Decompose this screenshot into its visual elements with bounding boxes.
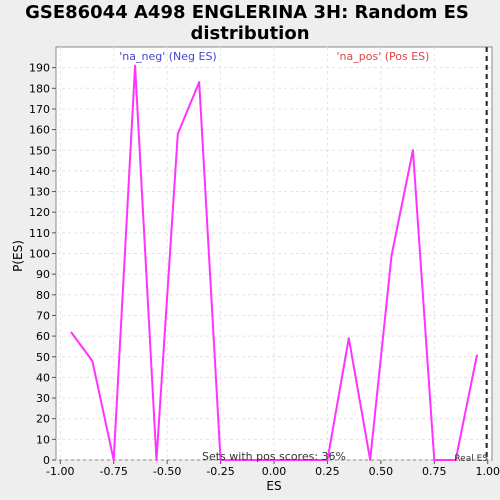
x-tick-label: 0.75 (422, 465, 447, 478)
y-tick-label: 170 (29, 103, 50, 116)
y-tick-label: 110 (29, 227, 50, 240)
x-axis-label: ES (266, 479, 281, 493)
chart-title-line2: distribution (190, 23, 309, 44)
y-tick-label: 10 (36, 433, 50, 446)
series-layer (70, 47, 488, 461)
x-tick-label: -0.50 (153, 465, 181, 478)
axes: 0 10 20 30 40 50 60 70 80 90 100 110 120 130 140 150 160… (29, 62, 500, 478)
y-tick-label: 100 (29, 248, 50, 261)
y-tick-label: 140 (29, 165, 50, 178)
real-es-label: Real ES (454, 454, 488, 464)
x-tick-label: 0.50 (369, 465, 394, 478)
y-tick-label: 70 (36, 309, 50, 322)
x-tick-label: -0.75 (99, 465, 127, 478)
chart-title-line1: GSE86044 A498 ENGLERINA 3H: Random ES (25, 2, 469, 23)
y-axis-label: P(ES) (11, 240, 25, 272)
y-tick-label: 120 (29, 206, 50, 219)
y-tick-label: 150 (29, 144, 50, 157)
y-tick-label: 190 (29, 62, 50, 75)
y-tick-label: 50 (36, 351, 50, 364)
y-tick-label: 180 (29, 82, 50, 95)
y-tick-label: 20 (36, 413, 50, 426)
neg-es-annotation: 'na_neg' (Neg ES) (119, 50, 216, 63)
sets-with-pos-scores: Sets with pos scores: 36% (202, 450, 346, 463)
y-tick-label: 80 (36, 289, 50, 302)
y-tick-label: 0 (43, 454, 50, 467)
y-tick-label: 30 (36, 392, 50, 405)
es-distribution-line (70, 64, 479, 461)
x-tick-label: -0.25 (206, 465, 234, 478)
y-tick-label: 40 (36, 371, 50, 384)
x-tick-label: 0.00 (262, 465, 287, 478)
y-tick-label: 160 (29, 124, 50, 137)
pos-es-annotation: 'na_pos' (Pos ES) (337, 50, 430, 63)
y-tick-label: 90 (36, 268, 50, 281)
x-tick-label: 1.00 (475, 465, 500, 478)
x-tick-label: 0.25 (315, 465, 340, 478)
y-tick-label: 130 (29, 186, 50, 199)
y-tick-label: 60 (36, 330, 50, 343)
x-tick-label: -1.00 (46, 465, 74, 478)
